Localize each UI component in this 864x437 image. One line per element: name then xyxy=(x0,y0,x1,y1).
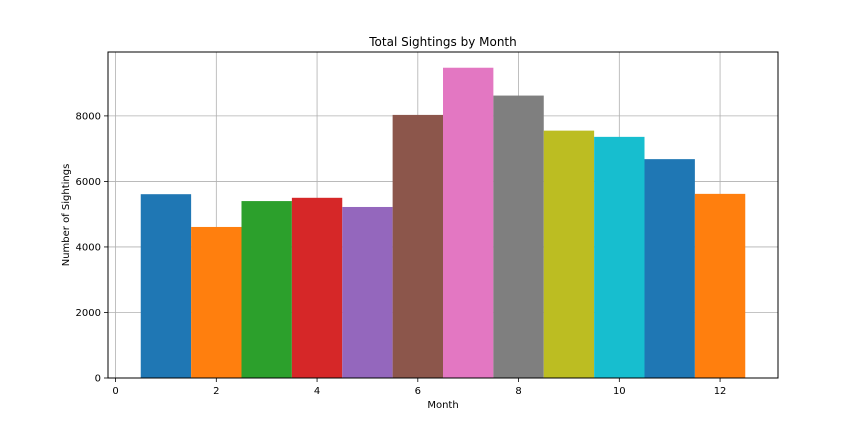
y-tick-label: 0 xyxy=(95,374,101,385)
y-tick-label: 4000 xyxy=(76,242,101,253)
x-tick-label: 6 xyxy=(415,386,421,397)
y-axis-label: Number of Sightings xyxy=(61,164,72,267)
bar-month-8 xyxy=(493,95,544,379)
y-tick-label: 8000 xyxy=(76,111,101,122)
x-tick-label: 8 xyxy=(515,386,521,397)
bar-month-3 xyxy=(241,201,292,378)
bar-month-7 xyxy=(443,67,494,379)
plot-frame xyxy=(107,51,779,379)
bar-month-2 xyxy=(191,226,242,378)
x-tick-label: 4 xyxy=(314,386,320,397)
bar-month-1 xyxy=(140,194,192,378)
bars xyxy=(140,67,746,379)
y-tick-label: 2000 xyxy=(76,308,101,319)
bar-month-11 xyxy=(644,159,695,378)
chart-title: Total Sightings by Month xyxy=(368,35,517,49)
axis-ticks: 0 2 4 6 8 10 12 0 2000 4000 6000 8000 xyxy=(76,111,727,397)
bar-month-9 xyxy=(543,130,595,378)
x-axis-label: Month xyxy=(427,400,458,411)
y-tick-label: 6000 xyxy=(76,177,101,188)
x-tick-label: 10 xyxy=(613,386,626,397)
bar-month-4 xyxy=(291,197,343,378)
x-tick-label: 12 xyxy=(714,386,727,397)
bar-month-12 xyxy=(694,193,746,378)
x-tick-label: 0 xyxy=(112,386,118,397)
x-tick-label: 2 xyxy=(213,386,219,397)
bar-month-6 xyxy=(392,114,443,379)
bar-month-10 xyxy=(594,136,645,378)
bar-month-5 xyxy=(342,206,393,378)
